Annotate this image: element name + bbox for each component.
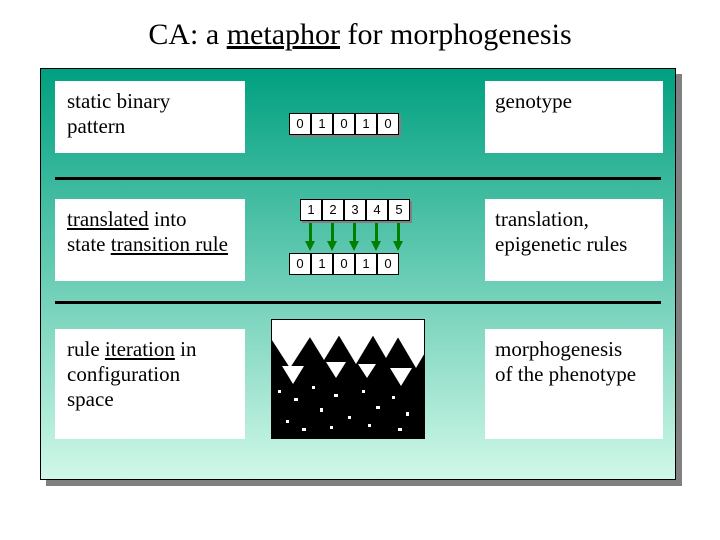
- cell: 0: [333, 113, 355, 135]
- row1-cells: 0 1 0 1 0: [289, 113, 399, 135]
- divider-1: [55, 177, 661, 180]
- cell: 0: [377, 113, 399, 135]
- row2-result-cells: 0 1 0 1 0: [289, 253, 399, 275]
- ca-pix: [362, 390, 365, 393]
- ca-tri: [358, 364, 376, 378]
- row2-left-mid: into: [149, 207, 187, 231]
- row3-left-label: rule iteration in configuration space: [55, 329, 245, 439]
- cell: 1: [311, 253, 333, 275]
- index-cell: 2: [322, 199, 344, 221]
- index-cell: 5: [388, 199, 410, 221]
- title-underlined: metaphor: [227, 18, 340, 51]
- arrow-stem: [397, 223, 400, 241]
- arrow-stem: [331, 223, 334, 241]
- row1-left-label: static binary pattern: [55, 81, 245, 153]
- arrow-down-icon: [327, 241, 337, 251]
- ca-pix: [334, 394, 338, 397]
- ca-pix: [348, 416, 351, 419]
- row3-left-mid: in: [175, 337, 197, 361]
- arrow-down-icon: [371, 241, 381, 251]
- ca-pix: [320, 408, 323, 412]
- row3-left-u: iteration: [105, 337, 175, 361]
- divider-2: [55, 301, 661, 304]
- row1-right-label: genotype: [485, 81, 663, 153]
- ca-tri: [338, 334, 374, 364]
- ca-pix: [294, 398, 298, 401]
- cell: 1: [355, 253, 377, 275]
- ca-pix: [302, 428, 306, 431]
- row3-left-line3: space: [67, 387, 114, 411]
- ca-pattern-image: [271, 319, 425, 439]
- ca-pix: [312, 386, 315, 389]
- row3-right-label: morphogenesis of the phenotype: [485, 329, 663, 439]
- ca-pix: [392, 396, 395, 399]
- row2-index-cells: 1 2 3 4 5: [300, 199, 410, 221]
- row2-right-line2: epigenetic rules: [495, 232, 627, 256]
- cell: 1: [311, 113, 333, 135]
- slide-title: CA: a metaphor for morphogenesis: [0, 0, 720, 62]
- row2-right-label: translation, epigenetic rules: [485, 199, 663, 281]
- index-cell: 3: [344, 199, 366, 221]
- row2-left-label: translated into state transition rule: [55, 199, 245, 281]
- row3-left-pre: rule: [67, 337, 105, 361]
- cell: 0: [377, 253, 399, 275]
- main-panel: static binary pattern genotype 0 1 0 1 0…: [40, 68, 676, 480]
- row2-left-u2: transition rule: [111, 232, 228, 256]
- cell: 0: [289, 253, 311, 275]
- index-cell: 4: [366, 199, 388, 221]
- title-post: for morphogenesis: [340, 18, 572, 51]
- ca-tri: [271, 334, 312, 368]
- ca-pix: [278, 390, 281, 393]
- ca-tri: [390, 368, 412, 386]
- arrow-stem: [309, 223, 312, 241]
- arrow-down-icon: [393, 241, 403, 251]
- ca-tri: [396, 334, 425, 368]
- ca-pix: [330, 426, 333, 429]
- index-cell: 1: [300, 199, 322, 221]
- arrow-stem: [353, 223, 356, 241]
- ca-tri: [282, 366, 304, 384]
- ca-pix: [368, 424, 371, 427]
- arrow-down-icon: [349, 241, 359, 251]
- ca-tri: [326, 362, 346, 378]
- arrow-down-icon: [305, 241, 315, 251]
- ca-pix: [398, 428, 402, 431]
- row2-left-line2pre: state: [67, 232, 111, 256]
- row3-right-line1: morphogenesis: [495, 337, 622, 361]
- cell: 1: [355, 113, 377, 135]
- cell: 0: [333, 253, 355, 275]
- ca-pix: [406, 412, 409, 416]
- row2-right-line1: translation,: [495, 207, 589, 231]
- cell: 0: [289, 113, 311, 135]
- ca-tri: [308, 334, 340, 360]
- row3-left-line2: configuration: [67, 362, 180, 386]
- ca-pix: [376, 406, 380, 409]
- ca-pix: [272, 320, 425, 334]
- row3-right-line2: of the phenotype: [495, 362, 636, 386]
- row1-right-text: genotype: [495, 89, 572, 113]
- row2-left-u1: translated: [67, 207, 149, 231]
- arrow-stem: [375, 223, 378, 241]
- title-pre: CA: a: [148, 18, 226, 51]
- ca-pix: [286, 420, 289, 423]
- row1-left-line2: pattern: [67, 114, 125, 138]
- row1-left-line1: static binary: [67, 89, 170, 113]
